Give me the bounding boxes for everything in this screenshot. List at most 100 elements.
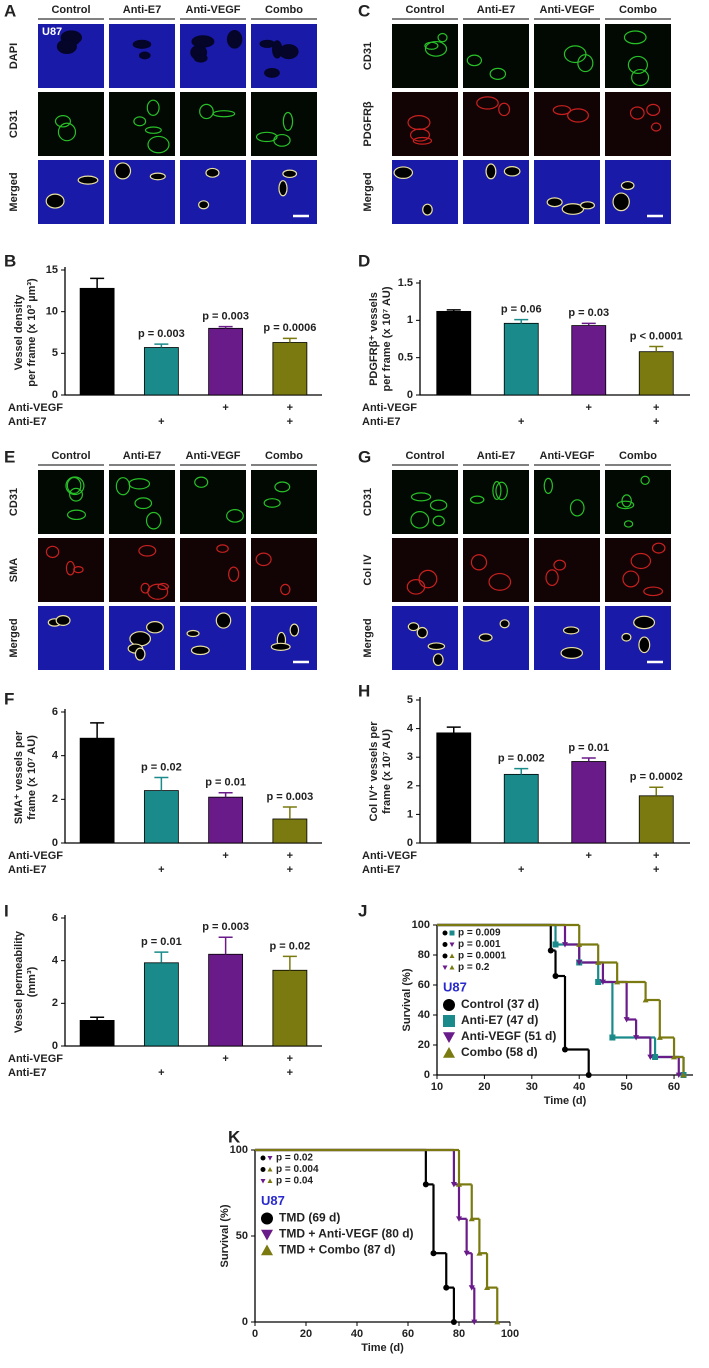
- vessel: [427, 642, 446, 651]
- y-tick-label: 6: [52, 912, 58, 924]
- micrograph: [392, 538, 458, 602]
- x-tick-label: 60: [668, 1081, 680, 1093]
- vessel: [552, 105, 572, 116]
- micrograph: [392, 606, 458, 670]
- treatment-sign: +: [287, 1053, 293, 1065]
- legend-label: TMD + Anti-VEGF (80 d): [279, 1227, 414, 1241]
- treatment-sign: +: [222, 1053, 228, 1065]
- bar: [272, 969, 308, 1047]
- p-legend-marker: [449, 942, 455, 947]
- bar: [208, 796, 244, 844]
- y-tick-label: 6: [52, 706, 58, 718]
- treatment-sign: +: [158, 864, 164, 876]
- event-marker: [450, 1182, 457, 1188]
- vessel: [499, 619, 510, 629]
- p-legend-marker: [267, 1167, 273, 1172]
- event-marker: [585, 1072, 592, 1078]
- vessel: [545, 569, 559, 587]
- y-axis-label: Survival (%): [219, 1204, 231, 1267]
- vessel: [56, 38, 77, 55]
- vessel: [138, 544, 157, 557]
- y-axis-label: per frame (x 10³ µm³): [26, 278, 38, 387]
- micrograph: [180, 538, 246, 602]
- vessel: [45, 193, 65, 209]
- vessel: [488, 572, 512, 591]
- x-axis-label: Time (d): [361, 1342, 404, 1354]
- panel-letter: D: [358, 251, 370, 270]
- legend-marker: [443, 1032, 455, 1043]
- bar: [503, 322, 539, 396]
- event-marker: [552, 973, 559, 979]
- row-label: Merged: [362, 618, 374, 657]
- vessel: [437, 32, 448, 43]
- treatment-label: Anti-VEGF: [362, 402, 417, 414]
- p-value: p = 0.01: [141, 936, 182, 948]
- p-legend-marker: [442, 965, 448, 970]
- column-header: Anti-E7: [477, 4, 516, 16]
- panel-letter: A: [4, 1, 16, 20]
- row-label: CD31: [8, 488, 20, 516]
- vessel: [263, 498, 281, 508]
- p-legend-marker: [260, 1155, 266, 1161]
- y-axis-label: Survival (%): [401, 968, 413, 1031]
- event-marker: [562, 1046, 568, 1053]
- bar: [79, 287, 115, 396]
- column-header: Anti-VEGF: [186, 450, 241, 462]
- vessel: [621, 632, 632, 642]
- vessel: [144, 126, 162, 134]
- vessel: [134, 497, 153, 510]
- legend-label: Anti-E7 (47 d): [461, 1013, 538, 1027]
- vessel: [470, 554, 488, 571]
- x-tick-label: 10: [431, 1081, 443, 1093]
- y-tick-label: 60: [418, 979, 430, 991]
- event-marker: [552, 941, 559, 948]
- row-label: Merged: [362, 172, 374, 211]
- vessel: [149, 172, 166, 181]
- row-label: Col IV: [362, 554, 374, 586]
- treatment-sign: +: [287, 850, 293, 862]
- vessel: [255, 552, 272, 567]
- vessel: [469, 495, 485, 504]
- x-tick-label: 20: [300, 1328, 312, 1340]
- micrograph: [38, 470, 104, 534]
- vessel: [621, 494, 632, 508]
- vessel: [563, 45, 587, 64]
- error-bar: [581, 757, 596, 762]
- p-legend-marker: [267, 1178, 273, 1183]
- event-marker: [675, 1072, 682, 1078]
- treatment-sign: +: [518, 864, 524, 876]
- event-marker: [595, 979, 602, 985]
- micrograph: [180, 606, 246, 670]
- event-marker: [430, 1250, 437, 1257]
- p-legend-label: p = 0.2: [458, 962, 490, 973]
- y-tick-label: 50: [236, 1230, 248, 1242]
- treatment-sign: +: [158, 416, 164, 428]
- vessel: [228, 566, 240, 582]
- vessel: [199, 103, 214, 120]
- p-legend-marker: [449, 930, 455, 936]
- treatment-sign: +: [158, 1067, 164, 1079]
- bar: [272, 818, 308, 844]
- vessel: [640, 475, 650, 486]
- y-tick-label: 0: [52, 389, 58, 401]
- column-header: Control: [51, 4, 90, 16]
- row-label: PDGFRβ: [362, 101, 374, 147]
- p-legend-label: p = 0.001: [458, 939, 501, 950]
- treatment-label: Anti-E7: [8, 864, 47, 876]
- vessel: [194, 476, 209, 488]
- y-axis-label: Col IV⁺ vessels per: [368, 721, 380, 822]
- error-bar: [282, 955, 297, 971]
- micrograph: [38, 160, 104, 224]
- vessel: [193, 53, 208, 63]
- vessel: [623, 30, 647, 45]
- treatment-label: Anti-VEGF: [8, 850, 63, 862]
- y-axis-label: Vessel density: [13, 294, 25, 371]
- micrograph: [463, 92, 529, 156]
- panel-letter: E: [4, 447, 15, 466]
- error-bar: [649, 345, 664, 352]
- vessel: [569, 499, 585, 517]
- event-marker: [609, 1034, 616, 1041]
- vessel: [66, 509, 87, 521]
- vessel: [623, 520, 634, 528]
- vessel: [69, 487, 83, 502]
